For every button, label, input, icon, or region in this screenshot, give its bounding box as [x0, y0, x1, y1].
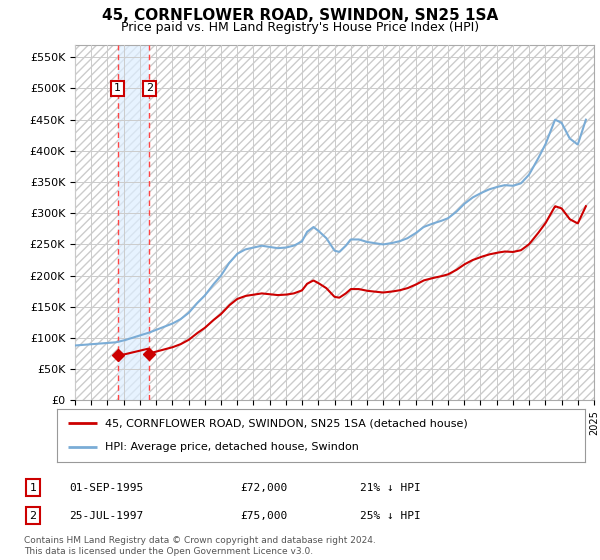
Text: HPI: Average price, detached house, Swindon: HPI: Average price, detached house, Swin…: [104, 442, 358, 452]
Text: 45, CORNFLOWER ROAD, SWINDON, SN25 1SA: 45, CORNFLOWER ROAD, SWINDON, SN25 1SA: [102, 8, 498, 24]
Text: 1: 1: [114, 83, 121, 94]
Bar: [118, 45, 149, 400]
Text: 25-JUL-1997: 25-JUL-1997: [69, 511, 143, 521]
Text: 1: 1: [29, 483, 37, 493]
Text: 2: 2: [146, 83, 153, 94]
Text: 45, CORNFLOWER ROAD, SWINDON, SN25 1SA (detached house): 45, CORNFLOWER ROAD, SWINDON, SN25 1SA (…: [104, 418, 467, 428]
Text: £75,000: £75,000: [240, 511, 287, 521]
Text: 25% ↓ HPI: 25% ↓ HPI: [360, 511, 421, 521]
Text: £72,000: £72,000: [240, 483, 287, 493]
Text: Price paid vs. HM Land Registry's House Price Index (HPI): Price paid vs. HM Land Registry's House …: [121, 21, 479, 34]
Text: 2: 2: [29, 511, 37, 521]
Text: 01-SEP-1995: 01-SEP-1995: [69, 483, 143, 493]
Text: Contains HM Land Registry data © Crown copyright and database right 2024.
This d: Contains HM Land Registry data © Crown c…: [24, 536, 376, 556]
Text: 21% ↓ HPI: 21% ↓ HPI: [360, 483, 421, 493]
